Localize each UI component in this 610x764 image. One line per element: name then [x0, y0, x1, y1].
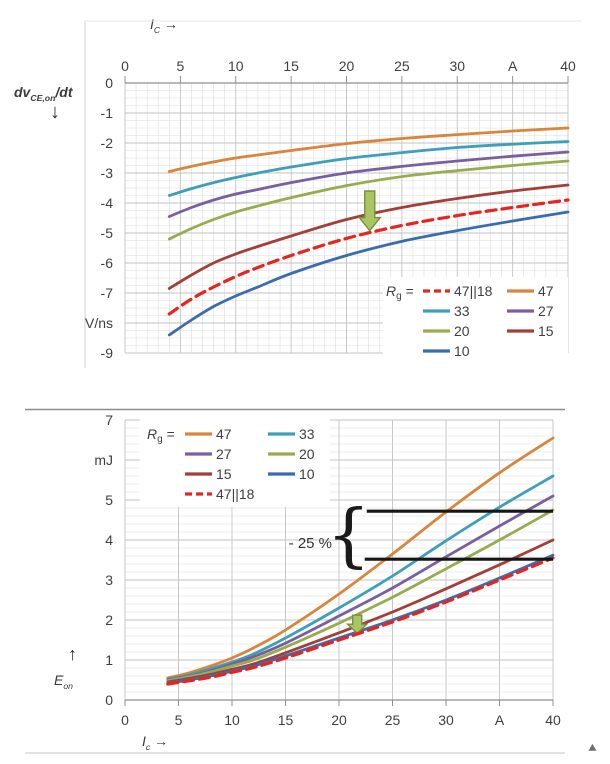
down-arrow-icon: ↓: [50, 101, 60, 123]
legend-label-20: 20: [454, 323, 470, 339]
series-33-line: [167, 140, 570, 197]
right-arrow-icon: →: [164, 16, 179, 32]
legend-label-33: 33: [454, 303, 470, 319]
x-tick-0: 0: [121, 712, 129, 728]
series-47-line: [166, 436, 555, 680]
series-47||18-line: [167, 198, 570, 316]
x-tick-40: 40: [560, 58, 576, 74]
legend-label-10: 10: [454, 343, 470, 359]
x-tick-30: 30: [449, 58, 465, 74]
y-tick-mJ: mJ: [94, 452, 113, 468]
y-tick--4: -4: [101, 195, 114, 211]
series-20-line: [167, 159, 570, 241]
legend-background: [383, 277, 568, 359]
x-tick-40: 40: [545, 712, 561, 728]
x-tick-0: 0: [121, 58, 129, 74]
x-symbol: I: [142, 733, 146, 749]
x-tick-5: 5: [175, 712, 183, 728]
legend: Rg = 47||18 47 33 27 20 15 10: [383, 277, 568, 359]
dvdt-chart-canvas: 0 5 10 15 20 25 30 A 40 0 -1 -2 -3 -4 -5 -6 -7 V/ns -9 Rg =…: [84, 20, 581, 368]
x-tick-10: 10: [228, 58, 244, 74]
x-tick-20: 20: [339, 58, 355, 74]
y-tick--7: -7: [101, 285, 114, 301]
y-tick-1: 1: [105, 652, 113, 668]
y-tick-7: 7: [105, 412, 113, 428]
series-33-line: [166, 474, 555, 681]
y-symbol: E: [54, 672, 64, 688]
legend-prefix: Rg =: [386, 283, 414, 302]
legend-label-33: 33: [299, 426, 315, 442]
legend-label-47||18: 47||18: [216, 486, 255, 502]
x-symbol: I: [150, 16, 154, 32]
series-47-line: [167, 126, 570, 173]
legend: Rg = 47 33 27 20 15 10 47||18: [140, 419, 330, 507]
legend-label-47: 47: [538, 283, 554, 299]
y-tick--5: -5: [101, 225, 114, 241]
series-15-line: [167, 183, 570, 290]
x-tick-20: 20: [331, 712, 347, 728]
y-tick--2: -2: [101, 135, 114, 151]
y-tick--6: -6: [101, 255, 114, 271]
legend-label-47: 47: [216, 426, 232, 442]
x-tick-25: 25: [385, 712, 401, 728]
x-tick-30: 30: [438, 712, 454, 728]
dvdt-vs-ic-plot: 0 5 10 15 20 25 30 A 40 0 -1 -2 -3 -4 -5 -6 -7 V/ns -9: [84, 20, 581, 368]
y-tick-V/ns: V/ns: [85, 315, 113, 331]
x-tick-5: 5: [176, 58, 184, 74]
y-tick-5: 5: [105, 492, 113, 508]
x-tick-10: 10: [224, 712, 240, 728]
y-tick-2: 2: [105, 612, 113, 628]
y-tick-3: 3: [105, 572, 113, 588]
x-axis-title-top: IC →: [150, 16, 178, 35]
series-47||18-line: [166, 556, 555, 686]
y-tick-0: 0: [105, 75, 113, 91]
series-10-line: [167, 210, 570, 337]
x-tick-A: A: [508, 58, 518, 74]
x-tick-25: 25: [394, 58, 410, 74]
x-symbol-sub: C: [153, 24, 161, 35]
y-tick-0: 0: [105, 692, 113, 708]
legend-label-15: 15: [216, 466, 232, 482]
y-tick--9: -9: [101, 345, 114, 361]
x-tick-A: A: [495, 712, 505, 728]
x-symbol-sub: c: [145, 741, 151, 752]
legend-label-20: 20: [299, 446, 315, 462]
legend-label-10: 10: [299, 466, 315, 482]
reduction-label: - 25 %: [289, 535, 332, 552]
y-symbol-pre: dv: [14, 84, 31, 100]
y-symbol-post: /dt: [55, 84, 73, 100]
x-axis-title-bottom: Ic →: [142, 733, 168, 752]
series-15-line: [166, 538, 555, 684]
y-axis-title: dvCE,on/dt: [14, 84, 73, 103]
y-symbol-sub: on: [63, 680, 73, 691]
y-tick--1: -1: [101, 105, 114, 121]
x-tick-15: 15: [278, 712, 294, 728]
right-arrow-icon: →: [154, 733, 169, 749]
eon-chart-canvas: 0 5 10 15 20 25 30 A 40 0 1 2 3 4 5 mJ 7 {- 25 % Rg = 47 33 2…: [25, 408, 565, 754]
legend-label-47||18: 47||18: [454, 283, 493, 299]
legend-label-27: 27: [216, 446, 232, 462]
brace-glyph: {: [327, 495, 371, 575]
y-tick--3: -3: [101, 165, 114, 181]
up-arrow-icon: ↑: [68, 644, 77, 664]
y-tick-4: 4: [105, 532, 113, 548]
reduction-arrow-icon: [345, 614, 369, 635]
y-axis-title-eon: Eon: [54, 672, 73, 691]
series-27-line: [167, 150, 570, 218]
legend-label-15: 15: [538, 323, 554, 339]
legend-background: [140, 419, 330, 507]
legend-label-27: 27: [538, 303, 554, 319]
legend-prefix: Rg =: [147, 426, 175, 445]
y-symbol-sub: CE,on: [30, 92, 56, 103]
x-tick-15: 15: [283, 58, 299, 74]
reduction-arrow-icon: [357, 190, 382, 232]
